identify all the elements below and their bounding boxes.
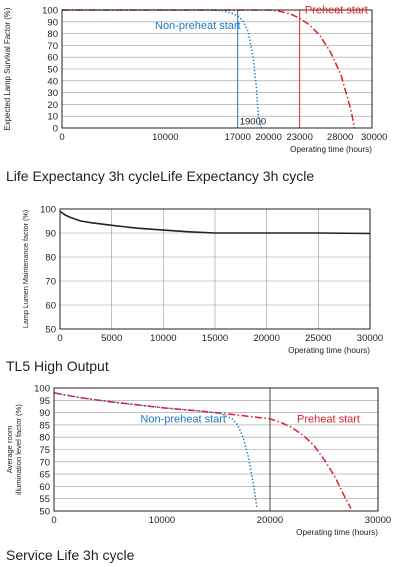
chart-top-y-tick-label: 10 <box>47 112 58 123</box>
chart-bottom-x-axis-title: Operating time (hours) <box>296 528 378 537</box>
chart-top-x-tick-label: 20000 <box>255 132 281 143</box>
chart-bottom-x-tick-label: 30000 <box>365 515 391 526</box>
chart-bottom-y-axis-title-line-2: illumination level factor (%) <box>14 404 23 495</box>
chart-middle-x-tick-label: 30000 <box>357 333 383 344</box>
chart-bottom-y-tick-label: 50 <box>39 507 50 518</box>
chart-top-x-tick-label: 17000 <box>224 132 250 143</box>
chart-bottom-y-tick-label: 75 <box>39 445 50 456</box>
chart-bottom-y-tick-label: 80 <box>39 433 50 444</box>
chart-middle-x-tick-label: 15000 <box>202 333 228 344</box>
chart-top-y-tick-label: 30 <box>47 88 58 99</box>
chart-top-y-tick-label: 40 <box>47 76 58 87</box>
chart-middle-x-axis-title: Operating time (hours) <box>288 346 370 355</box>
chart-top-y-tick-label: 70 <box>47 41 58 52</box>
chart-bottom-y-tick-label: 85 <box>39 420 50 431</box>
chart-bottom-y-tick-label: 60 <box>39 482 50 493</box>
chart-middle-y-tick-label: 80 <box>45 253 56 264</box>
chart-middle-y-tick-label: 90 <box>45 229 56 240</box>
chart-middle-y-tick-label: 60 <box>45 301 56 312</box>
chart-middle-x-tick-label: 20000 <box>253 333 279 344</box>
chart-bottom-y-tick-label: 65 <box>39 470 50 481</box>
chart-top-x-tick-label: 28000 <box>327 132 353 143</box>
chart-top-y-axis-title: Expected Lamp Survival Factor (%) <box>3 7 12 130</box>
chart-top-plot-frame <box>61 9 373 129</box>
chart-bottom-annotation: Preheat start <box>297 413 360 425</box>
caption-service-life: Service Life 3h cycle <box>6 547 135 563</box>
chart-top-y-tick-label: 20 <box>47 100 58 111</box>
caption-tl5-high-output: TL5 High Output <box>6 358 109 374</box>
chart-top-x-tick-label: 23000 <box>286 132 312 143</box>
chart-middle-x-tick-label: 5000 <box>101 333 122 344</box>
chart-top-y-tick-label: 60 <box>47 53 58 64</box>
chart-top-y-tick-label: 90 <box>47 17 58 28</box>
chart-bottom-y-tick-label: 70 <box>39 457 50 468</box>
caption-life-expectancy: Life Expectancy 3h cycleLife Expectancy … <box>6 168 315 184</box>
chart-middle-y-tick-label: 50 <box>45 325 56 336</box>
chart-middle-y-tick-label: 70 <box>45 277 56 288</box>
chart-bottom-annotation: Non-preheat start <box>140 413 226 425</box>
chart-top-x-axis-title: Operating time (hours) <box>290 145 372 154</box>
chart-top-annotation: Preheat start <box>305 5 368 17</box>
chart-bottom-series-line-2 <box>53 392 352 509</box>
chart-top-y-tick-label: 0 <box>53 124 58 135</box>
chart-top-y-tick-label: 80 <box>47 29 58 40</box>
chart-bottom-y-tick-label: 100 <box>34 384 50 395</box>
chart-middle-plot-frame <box>59 208 371 330</box>
chart-bottom-plot-frame <box>53 387 379 512</box>
chart-middle-x-tick-label: 0 <box>57 333 62 344</box>
chart-middle-y-tick-label: 100 <box>40 205 56 216</box>
chart-middle-series-line-1 <box>59 210 371 235</box>
chart-top-x-tick-label: 0 <box>59 132 64 143</box>
chart-bottom-series-line-1 <box>53 392 258 509</box>
chart-middle-x-tick-label: 10000 <box>150 333 176 344</box>
chart-bottom-x-tick-label: 20000 <box>257 515 283 526</box>
chart-bottom-y-tick-label: 95 <box>39 396 50 407</box>
chart-top-y-tick-label: 100 <box>42 6 58 17</box>
chart-middle-y-axis-title: Lamp Lumen Maintenance factor (%) <box>21 210 30 328</box>
chart-middle-x-tick-label: 25000 <box>305 333 331 344</box>
chart-bottom-y-tick-label: 90 <box>39 408 50 419</box>
chart-bottom-x-tick-label: 0 <box>51 515 56 526</box>
chart-top-annotation: Non-preheat start <box>155 20 241 32</box>
chart-top-x-tick-label: 10000 <box>152 132 178 143</box>
chart-bottom-x-tick-label: 10000 <box>149 515 175 526</box>
chart-top-x-tick-label: 30000 <box>361 132 387 143</box>
chart-top-y-tick-label: 50 <box>47 65 58 76</box>
chart-bottom-y-tick-label: 55 <box>39 494 50 505</box>
chart-top-annotation: 19000 <box>240 116 266 127</box>
chart-bottom-y-axis-title-line-1: Average room <box>5 426 14 474</box>
